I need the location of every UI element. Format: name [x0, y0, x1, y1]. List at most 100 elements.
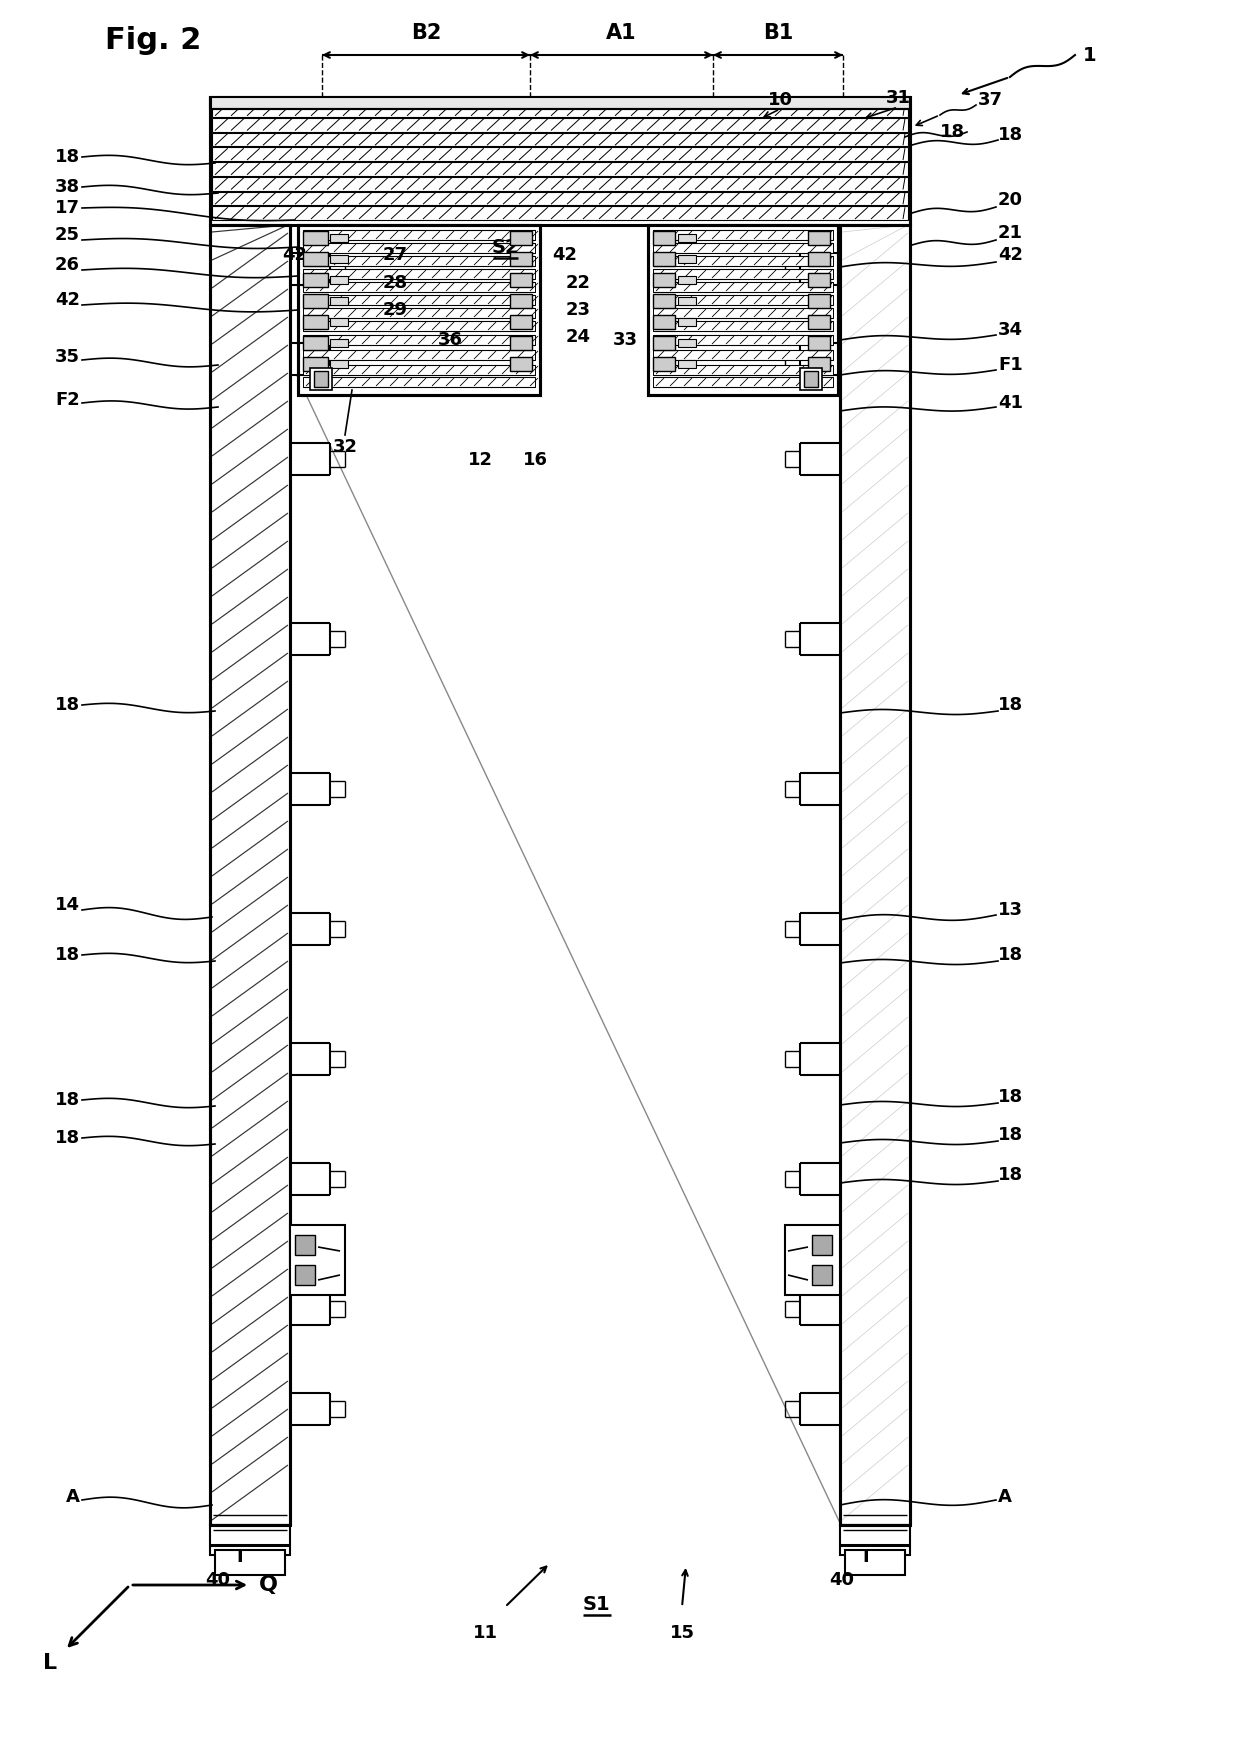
Bar	[510, 314, 532, 328]
Bar	[510, 335, 532, 349]
Bar	[653, 335, 675, 349]
Text: 18: 18	[55, 697, 81, 714]
Bar	[678, 297, 696, 305]
Text: 18: 18	[998, 1165, 1023, 1185]
Text: 28: 28	[382, 274, 408, 291]
Bar	[330, 318, 348, 326]
Bar	[303, 335, 329, 349]
Text: 24: 24	[565, 328, 590, 346]
Text: Fig. 2: Fig. 2	[105, 26, 201, 54]
Bar	[290, 1044, 329, 1074]
Bar	[330, 339, 348, 347]
Bar	[215, 1550, 285, 1574]
Bar	[653, 283, 833, 291]
Text: 40: 40	[206, 1571, 231, 1588]
Bar	[303, 365, 534, 376]
Bar	[653, 256, 833, 267]
Bar	[290, 1293, 329, 1323]
Bar	[290, 1393, 329, 1423]
Bar	[290, 774, 329, 804]
Text: 18: 18	[55, 1092, 81, 1109]
Text: 18: 18	[55, 946, 81, 963]
Text: 18: 18	[998, 126, 1023, 144]
Bar	[804, 370, 818, 388]
Bar	[653, 365, 833, 376]
Bar	[808, 253, 830, 267]
Bar	[330, 233, 348, 242]
Bar	[801, 344, 839, 374]
Bar	[801, 1393, 839, 1423]
Bar	[808, 232, 830, 246]
Bar	[330, 276, 348, 284]
Bar	[653, 253, 675, 267]
Bar	[290, 625, 329, 655]
Bar	[295, 1265, 315, 1285]
Text: 42: 42	[283, 246, 308, 263]
Text: A1: A1	[605, 23, 636, 44]
Text: 15: 15	[670, 1623, 694, 1643]
Text: F1: F1	[998, 356, 1023, 374]
Bar	[212, 132, 908, 146]
Bar	[510, 253, 532, 267]
Text: 42: 42	[55, 291, 81, 309]
Text: 18: 18	[998, 697, 1023, 714]
Bar	[653, 349, 833, 360]
Bar	[290, 1164, 329, 1193]
Bar	[808, 295, 830, 307]
Bar	[801, 444, 839, 474]
Bar	[801, 254, 839, 284]
Text: 27: 27	[382, 246, 408, 263]
Bar	[510, 274, 532, 288]
Bar	[314, 370, 329, 388]
Text: 13: 13	[998, 900, 1023, 920]
Bar	[303, 253, 329, 267]
Text: I: I	[237, 1548, 243, 1565]
Bar	[212, 147, 908, 161]
Text: 22: 22	[565, 274, 590, 291]
Bar	[330, 297, 348, 305]
Bar	[303, 274, 329, 288]
Text: 23: 23	[565, 302, 590, 319]
Bar	[212, 161, 908, 176]
Bar	[295, 1236, 315, 1255]
Bar	[303, 377, 534, 388]
Bar	[212, 191, 908, 205]
Text: 38: 38	[55, 177, 81, 197]
Text: 42: 42	[553, 246, 578, 263]
Bar	[303, 295, 534, 305]
Bar	[210, 1525, 290, 1555]
Bar	[212, 207, 908, 219]
Text: 26: 26	[55, 256, 81, 274]
Bar	[678, 233, 696, 242]
Bar	[303, 232, 329, 246]
Bar	[212, 177, 908, 191]
Bar	[330, 254, 348, 263]
Bar	[298, 225, 539, 395]
Bar	[290, 344, 329, 374]
Text: 10: 10	[768, 91, 792, 109]
Bar	[785, 1225, 839, 1295]
Bar	[801, 625, 839, 655]
Bar	[212, 104, 908, 118]
Bar	[298, 225, 539, 395]
Text: 11: 11	[472, 1623, 497, 1643]
Bar	[510, 295, 532, 307]
Bar	[801, 914, 839, 944]
Text: 20: 20	[998, 191, 1023, 209]
Text: 18: 18	[998, 1127, 1023, 1144]
Bar	[290, 444, 329, 474]
Bar	[210, 97, 910, 109]
Bar	[839, 1525, 910, 1555]
Bar	[303, 230, 534, 240]
Bar	[510, 356, 532, 370]
Bar	[678, 318, 696, 326]
Text: A: A	[66, 1488, 81, 1506]
Text: B1: B1	[763, 23, 794, 44]
Bar	[678, 276, 696, 284]
Bar	[290, 914, 329, 944]
Text: 32: 32	[332, 439, 357, 456]
Bar	[678, 360, 696, 369]
Bar	[653, 356, 675, 370]
Bar	[801, 1164, 839, 1193]
Text: 36: 36	[438, 332, 463, 349]
